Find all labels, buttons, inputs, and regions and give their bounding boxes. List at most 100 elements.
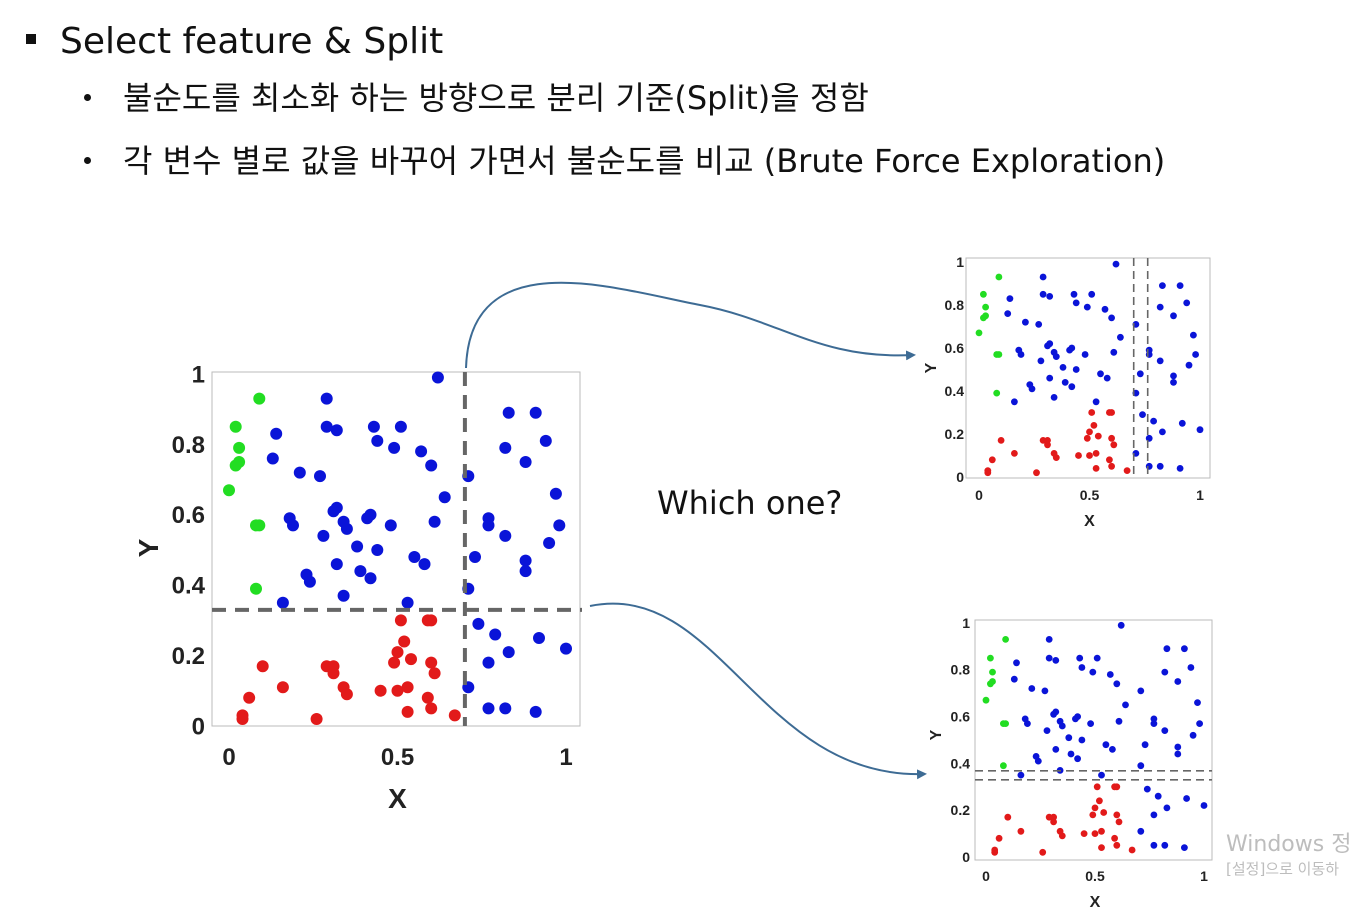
top-right-blue-point xyxy=(1159,428,1166,436)
main-x-tick-label: 0 xyxy=(222,744,235,771)
main-blue-point xyxy=(303,575,316,588)
top-right-blue-point xyxy=(1097,370,1104,378)
top-right-red-point xyxy=(1106,456,1113,464)
main-green-point xyxy=(253,392,266,405)
top-right-blue-point xyxy=(1145,462,1153,470)
top-right-y-axis-label: Y xyxy=(923,362,940,373)
top-right-green-point xyxy=(980,314,987,322)
top-right-blue-point xyxy=(1072,366,1080,373)
main-blue-point xyxy=(543,537,556,549)
bottom-right-plot-frame xyxy=(974,619,1213,861)
main-blue-point xyxy=(408,551,421,563)
top-right-red-point xyxy=(1033,469,1040,477)
top-right-blue-point xyxy=(1110,348,1118,356)
main-blue-point xyxy=(482,519,495,532)
main-blue-point xyxy=(361,512,374,525)
bottom-right-red-point xyxy=(1058,832,1066,840)
bullet-text-2: 각 변수 별로 값을 바꾸어 가면서 불순도를 비교 (Brute Force … xyxy=(123,142,1166,180)
main-blue-point xyxy=(489,628,502,641)
main-blue-point xyxy=(314,470,326,483)
bottom-right-red-point xyxy=(1017,827,1025,835)
bottom-right-blue-point xyxy=(1181,645,1188,653)
bottom-right-y-tick-label: 0.2 xyxy=(951,802,971,818)
main-blue-point xyxy=(330,558,343,571)
top-right-blue-point xyxy=(1192,351,1199,358)
main-red-point xyxy=(428,667,441,680)
bullet-text-1: 불순도를 최소화 하는 방향으로 분리 기준(Split)을 정함 xyxy=(123,79,869,117)
top-right-green-point xyxy=(982,303,989,311)
bottom-right-blue-point xyxy=(1074,755,1081,763)
bottom-right-blue-point xyxy=(1076,654,1084,662)
bottom-right-blue-point xyxy=(1122,701,1129,709)
bottom-right-blue-point xyxy=(1194,699,1201,706)
main-red-point xyxy=(425,702,438,715)
top-right-blue-point xyxy=(1150,417,1157,425)
bottom-right-red-point xyxy=(1093,783,1101,791)
bottom-right-y-tick-label: 0.8 xyxy=(951,662,971,678)
main-red-point xyxy=(425,656,438,669)
bottom-right-blue-point xyxy=(1183,795,1190,802)
bottom-right-blue-point xyxy=(1137,762,1145,770)
main-blue-point xyxy=(472,617,485,630)
main-blue-point xyxy=(431,371,444,384)
main-blue-point xyxy=(354,565,367,578)
bottom-right-blue-point xyxy=(1150,715,1158,723)
top-right-blue-point xyxy=(1159,282,1166,289)
bottom-right-green-point xyxy=(987,680,994,688)
bottom-right-red-point xyxy=(1039,848,1047,856)
top-right-blue-point xyxy=(1028,385,1036,393)
bottom-right-blue-point xyxy=(1041,687,1049,695)
top-right-y-tick-label: 0.2 xyxy=(945,426,965,442)
top-right-red-point xyxy=(1044,441,1051,449)
main-red-point xyxy=(236,713,249,725)
main-red-point xyxy=(421,691,434,704)
top-right-blue-point xyxy=(1145,351,1153,358)
main-blue-point xyxy=(482,656,495,669)
top-right-red-point xyxy=(1108,434,1115,442)
top-right-x-axis-label: X xyxy=(1084,513,1095,530)
main-red-point xyxy=(256,660,269,673)
top-right-blue-point xyxy=(1117,333,1124,341)
top-right-blue-point xyxy=(1185,361,1193,369)
bottom-right-y-tick-label: 0 xyxy=(962,849,970,865)
dot-bullet-icon xyxy=(84,156,91,164)
top-right-blue-point xyxy=(1052,353,1060,360)
main-blue-point xyxy=(418,558,431,571)
top-right-x-tick-label: 1 xyxy=(1196,487,1204,503)
top-right-blue-point xyxy=(1081,351,1089,358)
square-bullet-icon xyxy=(26,34,36,44)
main-green-point xyxy=(229,420,242,433)
main-blue-point xyxy=(499,441,512,454)
main-y-axis-label: Y xyxy=(133,538,164,557)
main-blue-point xyxy=(317,529,330,542)
bottom-right-blue-point xyxy=(1098,771,1105,779)
main-red-point xyxy=(398,635,411,648)
main-blue-point xyxy=(367,420,380,433)
bottom-right-blue-point xyxy=(1174,678,1182,685)
bottom-right-blue-point xyxy=(1163,804,1171,812)
bottom-right-blue-point xyxy=(1043,727,1051,734)
main-y-tick-label: 0.4 xyxy=(172,573,206,600)
top-right-blue-point xyxy=(1178,419,1186,427)
top-right-x-tick-label: 0 xyxy=(975,487,983,503)
main-red-point xyxy=(310,713,323,725)
main-blue-point xyxy=(384,519,397,532)
bottom-right-blue-point xyxy=(1161,668,1169,676)
main-blue-point xyxy=(560,642,572,655)
top-right-green-point xyxy=(975,329,983,337)
top-right-x-tick-label: 0.5 xyxy=(1080,487,1100,503)
top-right-blue-point xyxy=(1139,411,1146,418)
main-blue-point xyxy=(401,596,414,609)
main-y-tick-label: 1 xyxy=(192,361,205,388)
main-blue-point xyxy=(529,406,542,419)
main-red-point xyxy=(394,614,407,627)
top-right-blue-point xyxy=(1092,398,1100,406)
top-right-green-point xyxy=(993,351,1001,358)
arrow-to-x-split xyxy=(465,281,916,369)
top-right-red-point xyxy=(1110,441,1118,449)
main-x-tick-label: 0.5 xyxy=(381,744,414,771)
main-blue-point xyxy=(327,505,340,518)
main-red-point xyxy=(401,681,414,694)
bottom-right-blue-point xyxy=(1109,746,1116,753)
bottom-right-blue-point xyxy=(1187,664,1195,671)
